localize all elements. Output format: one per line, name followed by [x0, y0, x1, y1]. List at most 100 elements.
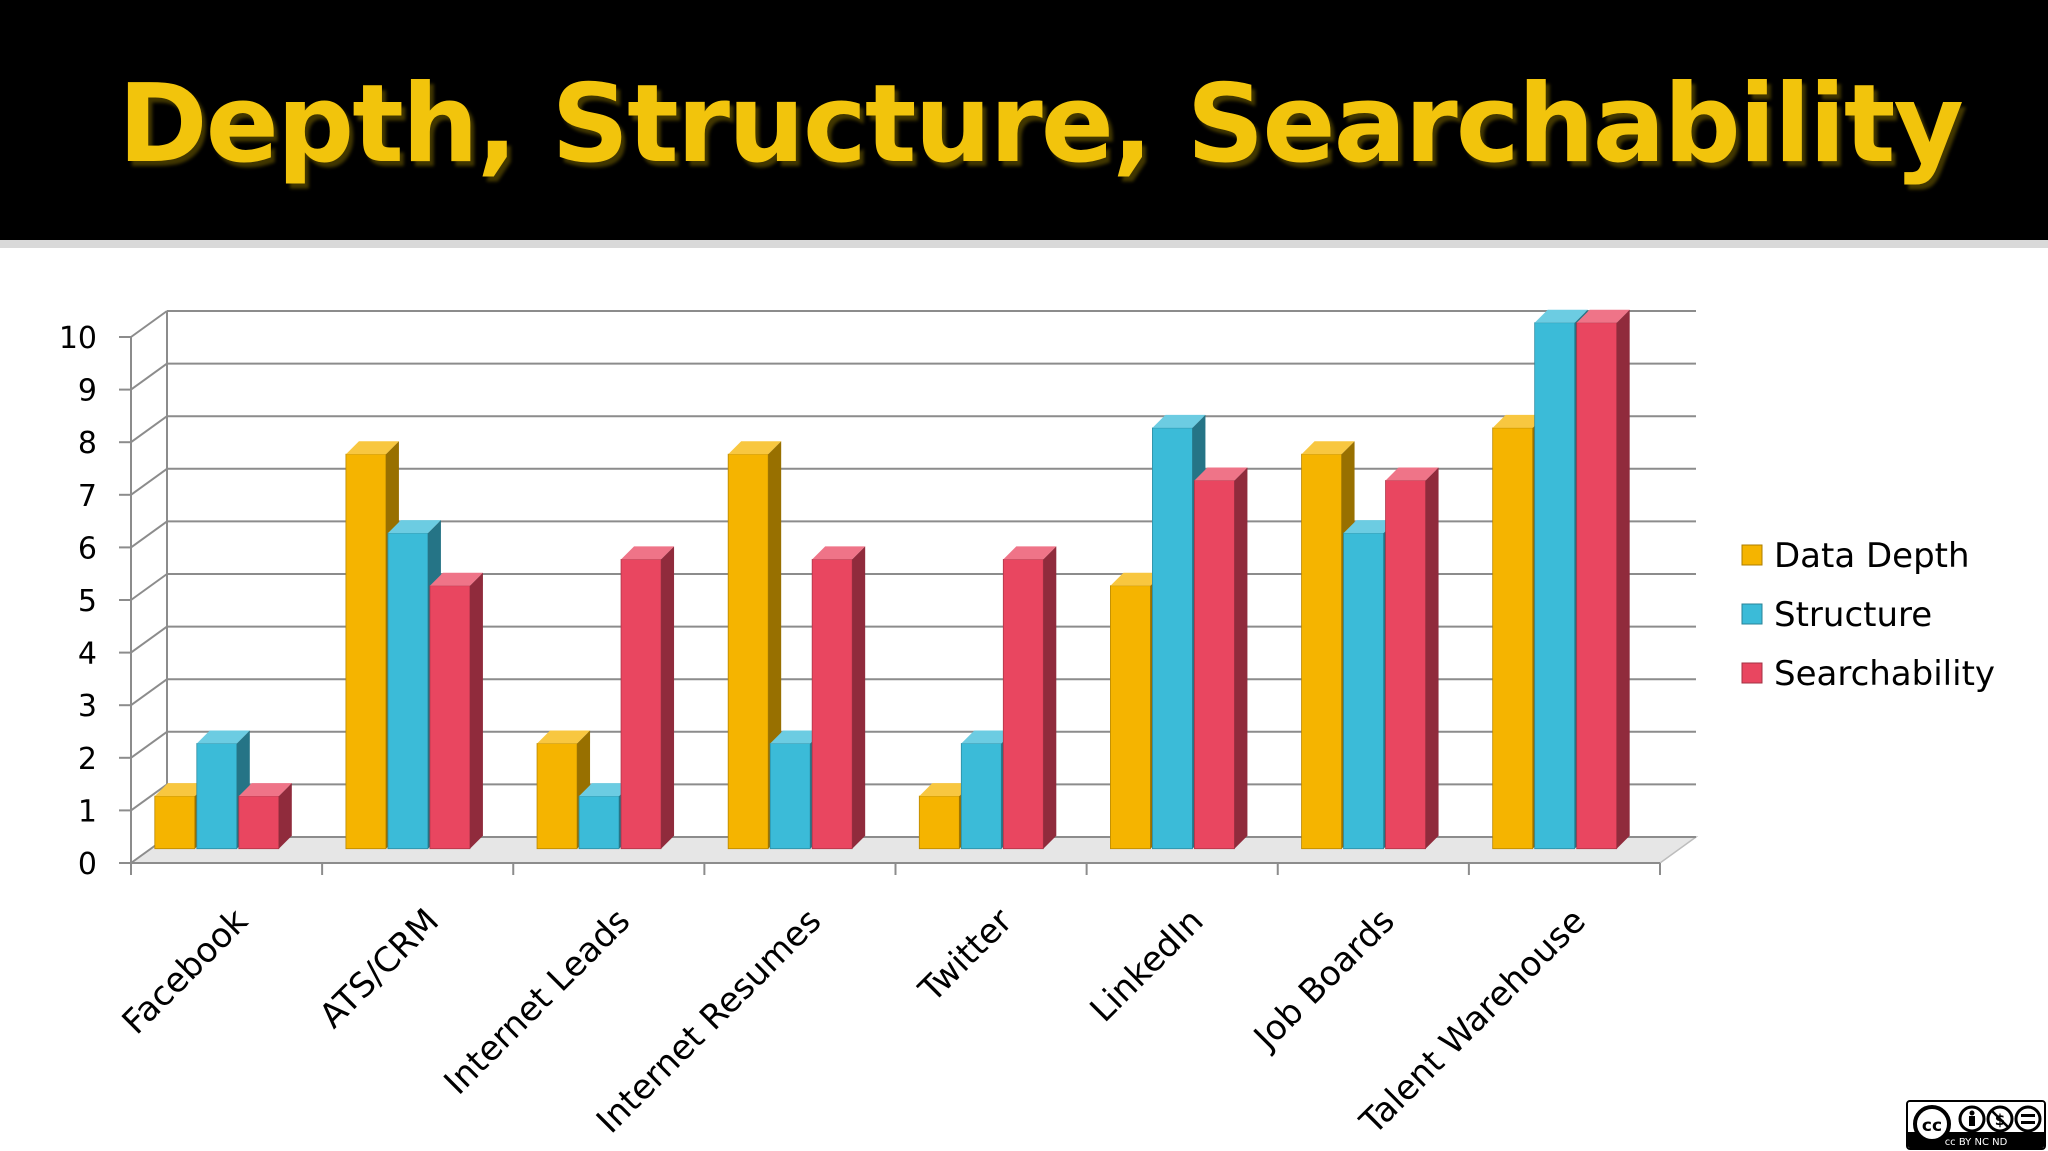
bar-top	[429, 572, 483, 586]
gridline-side	[130, 783, 168, 812]
gridline-side	[130, 310, 168, 338]
bar	[196, 743, 238, 850]
bar-side	[1425, 467, 1439, 849]
bar	[769, 743, 811, 850]
gridline-side	[130, 362, 168, 391]
bar	[345, 453, 387, 850]
gridline-side	[130, 625, 168, 654]
gridline-side	[130, 730, 168, 759]
bar-top	[1576, 309, 1630, 323]
x-category-label: LinkedIn	[1082, 901, 1211, 1030]
bar	[620, 559, 662, 850]
bar	[1534, 322, 1576, 850]
bar-top	[770, 730, 824, 744]
bar-top	[537, 730, 591, 744]
bar-top	[1110, 572, 1164, 586]
y-tick-label: 1	[78, 794, 97, 829]
bar-top	[1534, 309, 1588, 323]
chart-axes	[119, 336, 1661, 875]
bar-top	[1194, 467, 1248, 481]
bar-top	[919, 783, 973, 797]
bar	[918, 795, 960, 850]
bar	[1492, 427, 1534, 850]
bar-side	[1043, 546, 1057, 849]
y-tick-label: 0	[78, 847, 97, 882]
gridline-side	[130, 467, 168, 496]
bar-side	[278, 783, 292, 849]
title-bar	[0, 0, 2048, 240]
bar	[1343, 532, 1384, 850]
bar	[154, 795, 196, 850]
y-tick-label: 3	[78, 689, 97, 724]
license-badge-text: cc BY NC ND	[1945, 1137, 2008, 1148]
y-tick-label: 6	[78, 531, 97, 566]
bar	[429, 585, 471, 850]
y-tick-label: 5	[78, 584, 97, 619]
slide-title: Depth, Structure, Searchability	[118, 62, 1964, 187]
bar-top	[154, 783, 208, 797]
bar	[238, 795, 280, 850]
bar-top	[812, 546, 866, 560]
chart-bars	[154, 309, 1630, 850]
bar-top	[621, 546, 675, 560]
y-tick-label: 8	[78, 426, 97, 461]
bar	[1110, 585, 1151, 850]
bar-top	[1385, 467, 1439, 481]
nd-icon	[2014, 1105, 2042, 1133]
bar-top	[345, 441, 399, 455]
title-divider	[0, 240, 2048, 248]
gridline-side	[130, 415, 168, 444]
x-category-label: ATS/CRM	[312, 901, 447, 1036]
bar-top	[728, 441, 782, 455]
bar-top	[196, 730, 250, 744]
bar-top	[1152, 414, 1206, 428]
license-badge: cc $ cc BY NC ND	[1906, 1100, 2046, 1150]
bar-top	[1003, 546, 1057, 560]
bar-side	[1234, 467, 1248, 849]
bar	[536, 743, 578, 850]
bar-top	[579, 783, 633, 797]
y-tick-label: 4	[78, 637, 97, 672]
svg-text:cc: cc	[1922, 1116, 1942, 1136]
bar-top	[387, 520, 441, 534]
bar	[1385, 480, 1426, 850]
bar-side	[1616, 309, 1630, 849]
y-tick-label: 2	[78, 742, 97, 777]
gridline-side	[130, 678, 168, 707]
legend-swatch	[1741, 662, 1763, 684]
bar	[1194, 480, 1235, 850]
x-category-label: Job Boards	[1245, 901, 1403, 1059]
bar	[1301, 453, 1342, 850]
bar-side	[852, 546, 866, 849]
bar	[727, 453, 769, 850]
bar-top	[238, 783, 292, 797]
bar	[387, 532, 429, 850]
y-tick-label: 7	[78, 479, 97, 514]
chart-legend: Data Depth Structure Searchability	[1741, 536, 1995, 694]
bar-top	[1492, 414, 1546, 428]
x-category-label: Twitter	[911, 901, 1021, 1011]
legend-swatch	[1741, 544, 1763, 566]
bar-side	[661, 546, 675, 849]
legend-swatch	[1741, 603, 1763, 625]
y-tick-label: 10	[59, 321, 97, 356]
legend-label: Data Depth	[1774, 536, 1970, 576]
bar	[960, 743, 1002, 850]
bar-top	[1343, 520, 1397, 534]
legend-label: Searchability	[1774, 654, 1995, 694]
y-tick-label: 9	[78, 374, 97, 409]
legend-label: Structure	[1774, 595, 1932, 635]
cc-icon	[1913, 1105, 1951, 1143]
bar	[578, 795, 620, 850]
x-category-label: Facebook	[115, 901, 256, 1042]
bar	[1152, 427, 1193, 850]
bar-side	[469, 572, 483, 849]
bar	[811, 559, 853, 850]
gridline-side	[130, 520, 168, 549]
bar-top	[961, 730, 1015, 744]
x-category-label: Internet Leads	[436, 901, 638, 1103]
bar	[1002, 559, 1044, 850]
gridline-side	[130, 573, 168, 601]
bar	[1576, 322, 1618, 850]
